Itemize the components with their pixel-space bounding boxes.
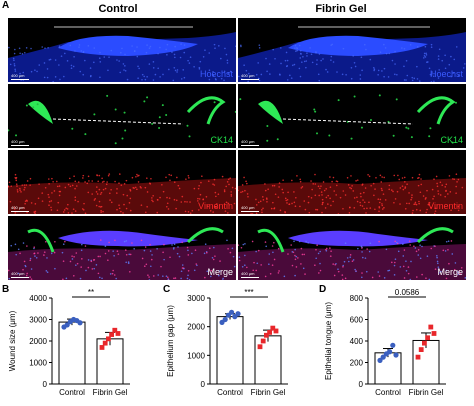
panel-label-a: A — [2, 0, 10, 11]
data-point — [112, 327, 118, 333]
data-point — [102, 340, 108, 346]
panel-label-c: C — [163, 284, 171, 295]
column-header-control: Control — [98, 3, 138, 15]
channel-label: Merge — [207, 267, 233, 277]
channel-label: Vimentin — [428, 201, 463, 211]
data-point — [431, 331, 437, 336]
scale-bar — [11, 145, 29, 146]
scale-bar — [241, 211, 259, 212]
scale-bar-label: 400 μm — [241, 139, 255, 144]
scale-bar — [241, 79, 259, 80]
y-tick-label: 2000 — [187, 323, 205, 332]
x-tick-label: Control — [375, 388, 401, 397]
column-header-fibrin-gel: Fibrin Gel — [315, 3, 367, 15]
y-axis-title: Epithelial tongue (μm) — [324, 302, 333, 380]
y-tick-label: 0 — [359, 380, 364, 389]
channel-label: Merge — [437, 267, 463, 277]
significance-label: *** — [244, 288, 253, 297]
data-point — [264, 332, 269, 338]
y-tick-label: 0 — [43, 380, 48, 389]
data-point — [270, 325, 276, 331]
data-point — [115, 331, 121, 336]
micrograph-merge-fibrin-gel: Merge 400 μm — [238, 216, 466, 280]
y-tick-label: 4000 — [29, 294, 47, 303]
scale-bar — [241, 277, 259, 278]
micrograph-hoechst-control: Hoechst 400 μm — [8, 18, 236, 82]
x-tick-label: Control — [59, 388, 85, 397]
micrograph-merge-control: Merge 400 μm — [8, 216, 236, 280]
y-tick-label: 0 — [201, 380, 206, 389]
data-point — [106, 336, 111, 342]
data-point — [235, 311, 241, 317]
channel-label: CK14 — [210, 135, 233, 145]
data-point — [380, 354, 386, 360]
scale-bar-label: 400 μm — [11, 205, 25, 210]
data-point — [267, 330, 272, 335]
scale-bar-label: 400 μm — [241, 271, 255, 276]
significance-label: 0.0586 — [395, 288, 420, 297]
data-point — [229, 309, 235, 315]
y-tick-label: 3000 — [29, 316, 47, 325]
micrograph-hoechst-fibrin-gel: Hoechst 400 μm — [238, 18, 466, 82]
data-point — [422, 340, 427, 346]
scale-bar-label: 400 μm — [11, 73, 25, 78]
x-tick-label: Fibrin Gel — [93, 388, 128, 397]
y-tick-label: 200 — [350, 359, 364, 368]
data-point — [99, 345, 105, 350]
data-point — [393, 352, 399, 358]
bar-control — [216, 316, 244, 385]
y-tick-label: 1000 — [187, 351, 205, 360]
panel-label-d: D — [319, 284, 327, 295]
scale-bar-label: 400 μm — [11, 139, 25, 144]
channel-label: Hoechst — [429, 69, 463, 79]
data-point — [77, 320, 83, 326]
micrograph-vimentin-control: Vimentin 400 μm — [8, 150, 236, 214]
y-tick-label: 800 — [350, 294, 364, 303]
micrograph-vimentin-fibrin-gel: Vimentin 400 μm — [238, 150, 466, 214]
y-tick-label: 400 — [350, 337, 364, 346]
scale-bar — [241, 145, 259, 146]
data-point — [109, 332, 114, 337]
x-tick-label: Control — [217, 388, 243, 397]
y-tick-label: 1000 — [29, 359, 47, 368]
data-point — [222, 316, 228, 323]
chart-epithelium-gap: 0 1000 2000 3000 Epithelium gap (μm) Control F… — [166, 288, 288, 397]
data-point — [273, 328, 279, 334]
x-tick-label: Fibrin Gel — [409, 388, 444, 397]
chart-epithelial-tongue: 0 200 400 600 800 Epithelial tongue (μm) Contr… — [324, 288, 446, 397]
y-axis-title: Epithelium gap (μm) — [166, 305, 175, 377]
data-point — [415, 354, 421, 360]
data-point — [390, 342, 396, 348]
y-axis-title: Wound size (μm) — [8, 310, 17, 371]
data-point — [418, 347, 424, 352]
scale-bar-label: 400 μm — [11, 271, 25, 276]
micrograph-ck14-fibrin-gel: CK14 400 μm — [238, 84, 466, 148]
data-point — [387, 349, 393, 355]
scale-bar — [11, 79, 29, 80]
y-tick-label: 2000 — [29, 337, 47, 346]
scale-bar-label: 400 μm — [241, 73, 255, 78]
data-point — [377, 357, 383, 363]
data-point — [428, 324, 434, 330]
channel-label: Vimentin — [198, 201, 233, 211]
bar-control — [374, 352, 402, 385]
scale-bar-label: 400 μm — [241, 205, 255, 210]
panel-label-b: B — [2, 284, 10, 295]
scale-bar — [11, 277, 29, 278]
scale-bar — [11, 211, 29, 212]
y-tick-label: 3000 — [187, 294, 205, 303]
data-point — [425, 335, 430, 341]
data-point — [64, 322, 70, 328]
bar-fibrin-gel — [254, 335, 282, 385]
data-point — [257, 344, 263, 350]
x-tick-label: Fibrin Gel — [251, 388, 286, 397]
y-tick-label: 600 — [350, 316, 364, 325]
channel-label: CK14 — [440, 135, 463, 145]
significance-label: ** — [88, 288, 94, 297]
channel-label: Hoechst — [199, 69, 233, 79]
bar-control — [58, 321, 86, 385]
micrograph-ck14-control: CK14 400 μm — [8, 84, 236, 148]
chart-wound-size: 0 1000 2000 3000 4000 Wound size (μm) Control F… — [8, 288, 130, 397]
data-point — [260, 338, 266, 344]
